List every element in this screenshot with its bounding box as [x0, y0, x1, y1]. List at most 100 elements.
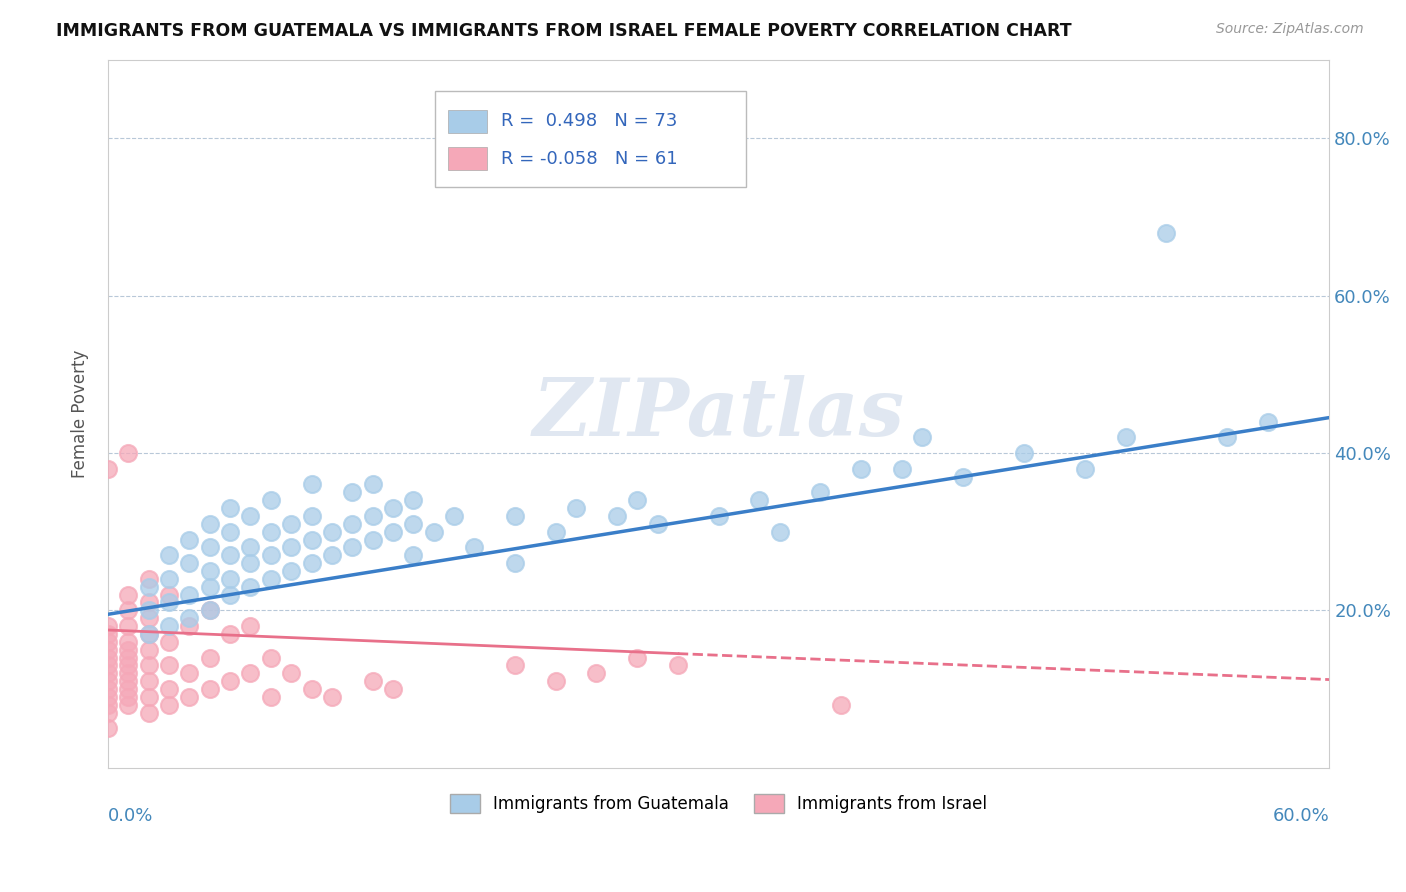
Point: [157, 681, 180, 696]
Point: [361, 508, 384, 523]
Point: [381, 524, 404, 539]
Point: [117, 658, 139, 673]
Point: [301, 533, 323, 547]
Point: [239, 580, 262, 594]
Point: [179, 611, 201, 625]
Point: [97, 698, 120, 712]
Point: [402, 549, 425, 563]
Point: [402, 493, 425, 508]
FancyBboxPatch shape: [449, 110, 488, 133]
Point: [138, 674, 160, 689]
Text: Source: ZipAtlas.com: Source: ZipAtlas.com: [1216, 22, 1364, 37]
Point: [138, 642, 160, 657]
Point: [117, 666, 139, 681]
Point: [117, 698, 139, 712]
Point: [260, 524, 283, 539]
Point: [239, 619, 262, 633]
Point: [301, 681, 323, 696]
Point: [157, 658, 180, 673]
Point: [911, 430, 934, 444]
Point: [157, 698, 180, 712]
Point: [1115, 430, 1137, 444]
Point: [117, 446, 139, 460]
Point: [198, 564, 221, 578]
Point: [179, 556, 201, 570]
Point: [1074, 461, 1097, 475]
Point: [97, 706, 120, 720]
Point: [97, 627, 120, 641]
Point: [219, 674, 242, 689]
Point: [666, 658, 689, 673]
Point: [748, 493, 770, 508]
Point: [565, 501, 588, 516]
Point: [219, 627, 242, 641]
Point: [260, 549, 283, 563]
Point: [301, 556, 323, 570]
Text: ZIPatlas: ZIPatlas: [533, 375, 904, 452]
Point: [138, 658, 160, 673]
Point: [301, 477, 323, 491]
Point: [157, 572, 180, 586]
Point: [260, 650, 283, 665]
Point: [138, 611, 160, 625]
Point: [280, 516, 302, 531]
Point: [544, 674, 567, 689]
Point: [626, 493, 648, 508]
Point: [219, 588, 242, 602]
Point: [179, 533, 201, 547]
Point: [138, 627, 160, 641]
Text: 0.0%: 0.0%: [108, 806, 153, 824]
Point: [157, 588, 180, 602]
Point: [179, 690, 201, 704]
Point: [117, 690, 139, 704]
Point: [179, 666, 201, 681]
Point: [117, 650, 139, 665]
Point: [138, 690, 160, 704]
Point: [157, 595, 180, 609]
Point: [239, 556, 262, 570]
Point: [117, 674, 139, 689]
Point: [260, 690, 283, 704]
Point: [97, 461, 120, 475]
Point: [503, 508, 526, 523]
Point: [402, 516, 425, 531]
Point: [361, 477, 384, 491]
Point: [280, 564, 302, 578]
Point: [890, 461, 912, 475]
Point: [769, 524, 792, 539]
Point: [117, 603, 139, 617]
Point: [97, 650, 120, 665]
Point: [342, 541, 364, 555]
Point: [544, 524, 567, 539]
Point: [1216, 430, 1239, 444]
FancyBboxPatch shape: [434, 92, 747, 187]
Point: [1012, 446, 1035, 460]
Point: [138, 603, 160, 617]
Point: [138, 706, 160, 720]
Legend: Immigrants from Guatemala, Immigrants from Israel: Immigrants from Guatemala, Immigrants fr…: [443, 787, 994, 820]
Point: [321, 690, 343, 704]
Point: [301, 508, 323, 523]
Point: [138, 627, 160, 641]
Point: [97, 690, 120, 704]
Text: 60.0%: 60.0%: [1272, 806, 1329, 824]
Point: [157, 549, 180, 563]
Point: [503, 556, 526, 570]
Point: [849, 461, 872, 475]
Point: [260, 493, 283, 508]
Point: [138, 595, 160, 609]
Point: [381, 501, 404, 516]
Point: [239, 541, 262, 555]
Point: [117, 642, 139, 657]
Point: [117, 681, 139, 696]
Point: [443, 508, 465, 523]
Point: [342, 516, 364, 531]
Point: [97, 642, 120, 657]
FancyBboxPatch shape: [449, 147, 488, 170]
Point: [97, 635, 120, 649]
Point: [952, 469, 974, 483]
Point: [198, 681, 221, 696]
Point: [280, 666, 302, 681]
Point: [830, 698, 852, 712]
Point: [626, 650, 648, 665]
